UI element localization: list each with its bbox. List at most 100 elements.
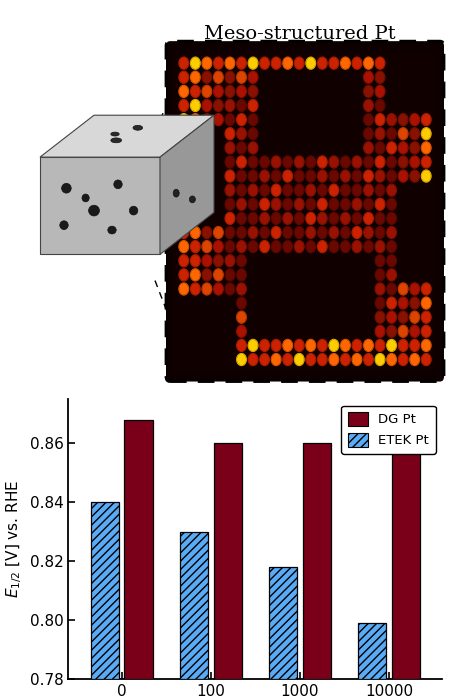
Circle shape — [374, 142, 384, 154]
Circle shape — [179, 227, 188, 239]
Circle shape — [317, 241, 326, 253]
Circle shape — [409, 312, 419, 323]
Circle shape — [317, 184, 326, 196]
Circle shape — [340, 227, 349, 239]
Circle shape — [225, 283, 234, 295]
Circle shape — [340, 198, 349, 210]
Circle shape — [374, 99, 384, 111]
Circle shape — [363, 354, 373, 365]
Bar — [91, 502, 119, 679]
Circle shape — [305, 170, 315, 182]
Circle shape — [248, 241, 257, 253]
Circle shape — [420, 170, 430, 182]
Circle shape — [213, 283, 222, 295]
Circle shape — [386, 156, 395, 168]
Circle shape — [409, 156, 419, 168]
Circle shape — [236, 269, 246, 281]
Circle shape — [374, 213, 384, 224]
Circle shape — [340, 340, 349, 351]
Circle shape — [259, 354, 269, 365]
Circle shape — [351, 354, 361, 365]
Ellipse shape — [82, 194, 89, 202]
Circle shape — [179, 71, 188, 83]
Circle shape — [190, 283, 200, 295]
Circle shape — [213, 113, 222, 125]
Circle shape — [420, 156, 430, 168]
Circle shape — [294, 184, 303, 196]
Circle shape — [179, 241, 188, 253]
Circle shape — [386, 297, 395, 309]
Circle shape — [271, 213, 280, 224]
Circle shape — [398, 312, 407, 323]
Circle shape — [190, 227, 200, 239]
Circle shape — [248, 142, 257, 154]
Circle shape — [351, 213, 361, 224]
Circle shape — [329, 213, 338, 224]
Circle shape — [190, 113, 200, 125]
Circle shape — [248, 354, 257, 365]
Circle shape — [213, 85, 222, 97]
Circle shape — [305, 241, 315, 253]
Circle shape — [236, 85, 246, 97]
Circle shape — [363, 71, 373, 83]
Circle shape — [225, 227, 234, 239]
Circle shape — [271, 241, 280, 253]
Circle shape — [225, 57, 234, 69]
Circle shape — [248, 71, 257, 83]
Circle shape — [259, 198, 269, 210]
Circle shape — [282, 227, 292, 239]
Circle shape — [248, 213, 257, 224]
Circle shape — [305, 184, 315, 196]
Circle shape — [386, 340, 395, 351]
Circle shape — [317, 213, 326, 224]
Circle shape — [329, 170, 338, 182]
Circle shape — [305, 156, 315, 168]
Circle shape — [374, 312, 384, 323]
Circle shape — [398, 128, 407, 140]
Circle shape — [271, 354, 280, 365]
Circle shape — [294, 213, 303, 224]
Circle shape — [329, 241, 338, 253]
Circle shape — [340, 354, 349, 365]
Circle shape — [420, 142, 430, 154]
Circle shape — [213, 227, 222, 239]
Circle shape — [294, 340, 303, 351]
Circle shape — [386, 326, 395, 337]
Circle shape — [340, 57, 349, 69]
Circle shape — [236, 113, 246, 125]
Circle shape — [398, 297, 407, 309]
Polygon shape — [160, 116, 213, 254]
Circle shape — [305, 340, 315, 351]
Circle shape — [236, 71, 246, 83]
Y-axis label: $E_{1/2}$ [V] vs. RHE: $E_{1/2}$ [V] vs. RHE — [4, 480, 24, 598]
Circle shape — [340, 170, 349, 182]
Circle shape — [398, 340, 407, 351]
Circle shape — [179, 85, 188, 97]
Circle shape — [282, 170, 292, 182]
Circle shape — [363, 184, 373, 196]
Circle shape — [248, 227, 257, 239]
Circle shape — [248, 113, 257, 125]
Circle shape — [202, 255, 211, 267]
Circle shape — [363, 85, 373, 97]
Circle shape — [271, 198, 280, 210]
Circle shape — [305, 57, 315, 69]
Circle shape — [317, 340, 326, 351]
Circle shape — [259, 340, 269, 351]
Circle shape — [236, 99, 246, 111]
Circle shape — [294, 227, 303, 239]
Circle shape — [409, 128, 419, 140]
Circle shape — [386, 184, 395, 196]
Circle shape — [398, 156, 407, 168]
FancyBboxPatch shape — [174, 51, 435, 372]
Circle shape — [294, 354, 303, 365]
Ellipse shape — [111, 132, 119, 136]
Circle shape — [374, 198, 384, 210]
Circle shape — [340, 241, 349, 253]
Circle shape — [271, 340, 280, 351]
Circle shape — [179, 255, 188, 267]
Circle shape — [374, 71, 384, 83]
Circle shape — [179, 57, 188, 69]
Circle shape — [351, 156, 361, 168]
Circle shape — [190, 99, 200, 111]
